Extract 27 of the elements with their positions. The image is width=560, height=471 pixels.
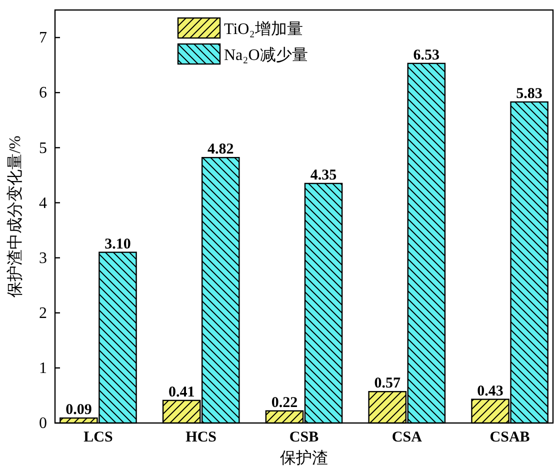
text: 4.35 — [310, 167, 337, 184]
x-tick-label: CSAB — [490, 430, 530, 446]
y-tick-label: 3 — [39, 250, 47, 267]
y-tick-label: 4 — [39, 194, 47, 212]
y-tick-label: 1 — [39, 360, 47, 378]
y-tick-label: 7 — [39, 30, 47, 47]
text: 0.57 — [374, 376, 400, 392]
text: 3.10 — [104, 236, 131, 252]
text: 0.09 — [66, 402, 92, 418]
x-tick-label: LCS — [84, 430, 113, 446]
text: 0.41 — [168, 384, 195, 400]
y-axis-title: 保护渣中成分变化量/% — [6, 136, 24, 298]
y-tick-label: 5 — [39, 140, 47, 157]
text: 5.83 — [516, 86, 542, 102]
x-tick-label: HCS — [186, 430, 217, 446]
legend-label: Na₂O减少量 — [224, 46, 308, 64]
x-axis-title: 保护渣 — [280, 449, 328, 467]
x-tick-label: CSA — [392, 430, 422, 446]
x-tick-label: CSB — [289, 430, 319, 446]
y-tick-label: 2 — [39, 304, 47, 322]
legend-label: TiO₂增加量 — [224, 20, 303, 38]
text: 0.22 — [271, 394, 298, 411]
y-tick-label: 0 — [39, 415, 47, 432]
y-tick-label: 6 — [39, 84, 47, 102]
text: 4.82 — [208, 142, 234, 158]
text: 6.53 — [413, 47, 440, 64]
text: 0.43 — [477, 383, 504, 400]
